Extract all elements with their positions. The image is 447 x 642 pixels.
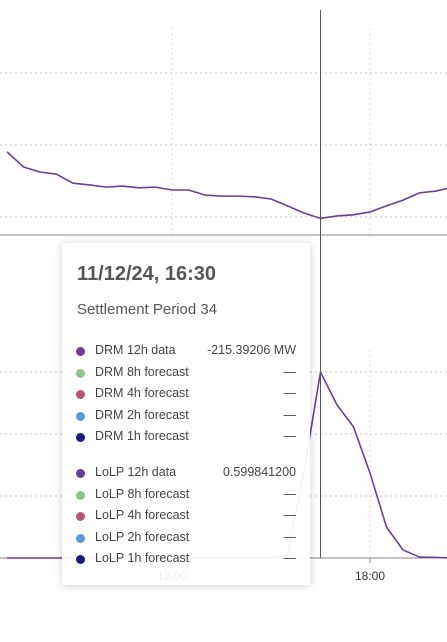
tooltip-row: DRM 4h forecast — — [76, 386, 296, 404]
tooltip-value: — — [283, 407, 297, 422]
tooltip-label: DRM 4h forecast — [95, 386, 189, 401]
data-line — [6, 151, 447, 220]
tooltip-row: DRM 8h forecast — — [76, 365, 296, 383]
tooltip-row: DRM 12h data -215.39206 MW — [76, 343, 296, 361]
tooltip-value: — — [283, 386, 297, 401]
tooltip-label: DRM 12h data — [95, 343, 176, 357]
tooltip-row: LoLP 12h data 0.599841200 — [76, 465, 296, 483]
legend-dot — [76, 411, 85, 421]
tooltip-title: 11/12/24, 16:30 — [77, 263, 217, 285]
tooltip-label: DRM 1h forecast — [95, 429, 189, 444]
tooltip-value: — — [283, 429, 297, 444]
tooltip-subtitle: Settlement Period 34 — [77, 301, 218, 318]
tooltip-value: — — [283, 529, 297, 544]
tooltip-row: DRM 1h forecast — — [76, 429, 296, 447]
tooltip-row: LoLP 8h forecast — — [76, 487, 296, 505]
legend-dot — [76, 433, 85, 443]
tooltip-label: LoLP 2h forecast — [95, 529, 190, 544]
legend-dot — [76, 390, 85, 400]
tooltip-row: LoLP 1h forecast — — [76, 551, 296, 569]
legend-dot — [76, 469, 85, 478]
tooltip-value: — — [283, 508, 297, 523]
tooltip-label: LoLP 1h forecast — [95, 551, 190, 566]
tooltip: 11/12/24, 16:30 Settlement Period 34 DRM… — [62, 243, 310, 585]
tooltip-label: DRM 8h forecast — [95, 364, 189, 379]
tooltip-row: LoLP 2h forecast — — [76, 530, 296, 548]
legend-dot — [76, 347, 85, 356]
tooltip-label: DRM 2h forecast — [95, 407, 189, 422]
tooltip-value: — — [283, 551, 297, 566]
legend-dot — [76, 368, 85, 378]
legend-dot — [76, 555, 85, 565]
legend-dot — [76, 533, 85, 543]
tooltip-value: — — [283, 486, 297, 501]
tooltip-row: LoLP 4h forecast — — [76, 508, 296, 526]
tooltip-label: LoLP 12h data — [95, 465, 177, 479]
tooltip-row: DRM 2h forecast — — [76, 408, 296, 426]
tooltip-label: LoLP 8h forecast — [95, 486, 190, 501]
tooltip-value: 0.599841200 — [223, 465, 296, 479]
legend-dot — [76, 512, 85, 522]
tooltip-value: — — [283, 364, 297, 379]
tooltip-label: LoLP 4h forecast — [95, 508, 190, 523]
tooltip-value: -215.39206 MW — [207, 343, 296, 357]
x-tick-label: 18:00 — [355, 569, 385, 583]
legend-dot — [76, 490, 85, 500]
